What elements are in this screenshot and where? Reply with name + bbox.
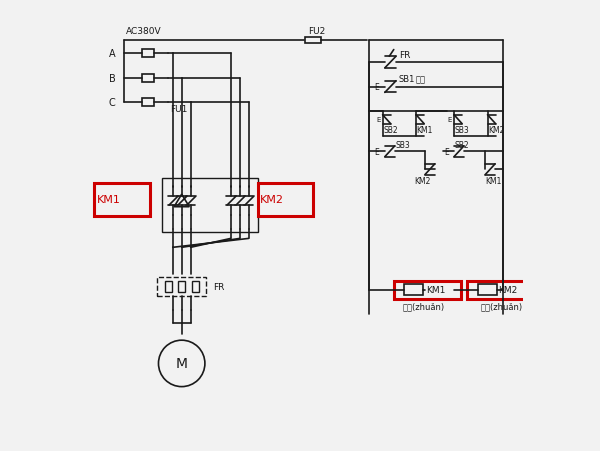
Text: A: A — [109, 49, 116, 59]
Text: 停車: 停車 — [416, 75, 426, 84]
Bar — [394, 281, 461, 299]
Text: E: E — [444, 147, 449, 156]
Text: 正轉(zhuǎn): 正轉(zhuǎn) — [403, 301, 445, 310]
Text: KM1: KM1 — [427, 285, 446, 295]
Text: SB2: SB2 — [383, 125, 398, 134]
Bar — [161, 179, 257, 232]
Text: E: E — [376, 117, 380, 123]
Text: FU2: FU2 — [308, 27, 325, 36]
Text: KM2: KM2 — [260, 195, 284, 205]
Bar — [478, 285, 497, 295]
Bar — [142, 99, 154, 107]
Text: FR: FR — [213, 282, 224, 291]
Text: E: E — [448, 117, 452, 123]
Text: KM2: KM2 — [414, 176, 430, 185]
Text: SB1: SB1 — [398, 75, 415, 84]
Text: FR: FR — [400, 51, 411, 60]
Bar — [142, 50, 154, 58]
Bar — [404, 285, 423, 295]
Text: B: B — [109, 74, 116, 83]
Text: KM1: KM1 — [486, 176, 502, 185]
Text: E: E — [375, 83, 379, 92]
Bar — [157, 277, 206, 297]
Bar — [305, 37, 322, 44]
Text: SB2: SB2 — [455, 140, 470, 149]
Bar — [257, 183, 313, 216]
Text: SB3: SB3 — [396, 140, 411, 149]
Text: AC380V: AC380V — [126, 27, 161, 36]
Bar — [191, 281, 199, 292]
Text: M: M — [176, 357, 188, 371]
Text: E: E — [375, 147, 379, 156]
Bar — [142, 74, 154, 83]
Bar — [94, 183, 149, 216]
Text: FU1: FU1 — [170, 105, 187, 114]
Bar — [165, 281, 172, 292]
Bar — [467, 281, 535, 299]
Text: C: C — [109, 98, 116, 108]
Bar — [178, 281, 185, 292]
Text: KM2: KM2 — [488, 125, 505, 134]
Text: SB3: SB3 — [454, 125, 469, 134]
Text: KM2: KM2 — [498, 285, 517, 295]
Text: KM1: KM1 — [97, 195, 120, 205]
Text: 反轉(zhuǎn): 反轉(zhuǎn) — [481, 301, 523, 310]
Text: KM1: KM1 — [416, 125, 433, 134]
